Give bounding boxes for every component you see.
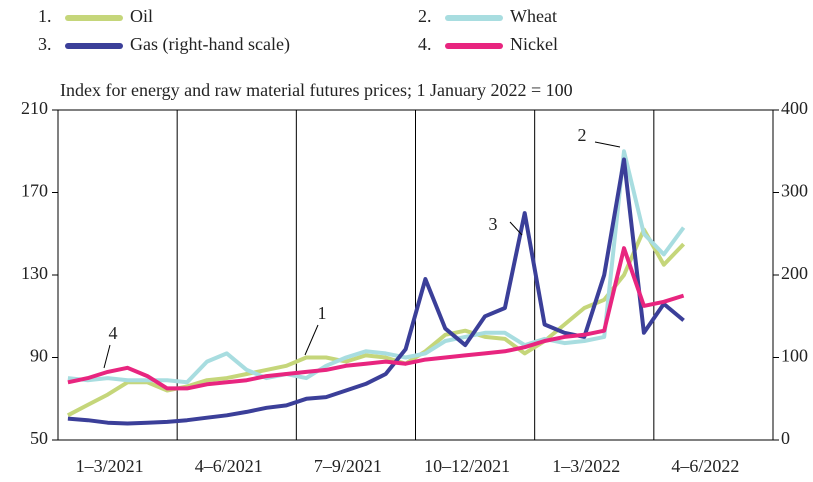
y-tick-label: 170 — [21, 181, 48, 201]
legend-number: 3. — [38, 34, 52, 54]
annotation-leader — [304, 324, 319, 356]
y2-tick-label: 300 — [781, 181, 808, 201]
x-tick-label: 4–6/2021 — [195, 456, 263, 476]
legend-number: 1. — [38, 6, 52, 26]
x-tick-label: 1–3/2021 — [76, 456, 144, 476]
x-tick-label: 7–9/2021 — [314, 456, 382, 476]
legend-label: Gas (right-hand scale) — [130, 34, 290, 55]
annotation: 1 — [318, 303, 327, 323]
x-tick-label: 10–12/2021 — [424, 456, 510, 476]
legend-label: Nickel — [510, 34, 558, 54]
x-tick-label: 1–3/2022 — [552, 456, 620, 476]
y-tick-label: 50 — [30, 428, 48, 448]
legend-label: Wheat — [510, 6, 557, 26]
legend-number: 2. — [418, 6, 432, 26]
series-line — [67, 149, 686, 385]
y2-tick-label: 400 — [781, 98, 808, 118]
legend-number: 4. — [418, 34, 432, 54]
annotation-leader — [509, 221, 523, 236]
x-tick-label: 4–6/2022 — [671, 456, 739, 476]
y2-tick-label: 200 — [781, 263, 808, 283]
y-tick-label: 210 — [21, 98, 48, 118]
y2-tick-label: 100 — [781, 346, 808, 366]
y-tick-label: 90 — [30, 346, 48, 366]
annotation: 2 — [578, 125, 587, 145]
annotation-leader — [103, 344, 111, 369]
annotation: 3 — [489, 214, 498, 234]
series-line — [67, 246, 685, 391]
chart-subtitle: Index for energy and raw material future… — [60, 80, 573, 100]
y2-tick-label: 0 — [781, 428, 790, 448]
annotation: 4 — [109, 323, 118, 343]
series-line — [66, 227, 686, 418]
y-tick-label: 130 — [21, 263, 48, 283]
legend-label: Oil — [130, 6, 153, 26]
annotation-leader — [594, 141, 621, 148]
